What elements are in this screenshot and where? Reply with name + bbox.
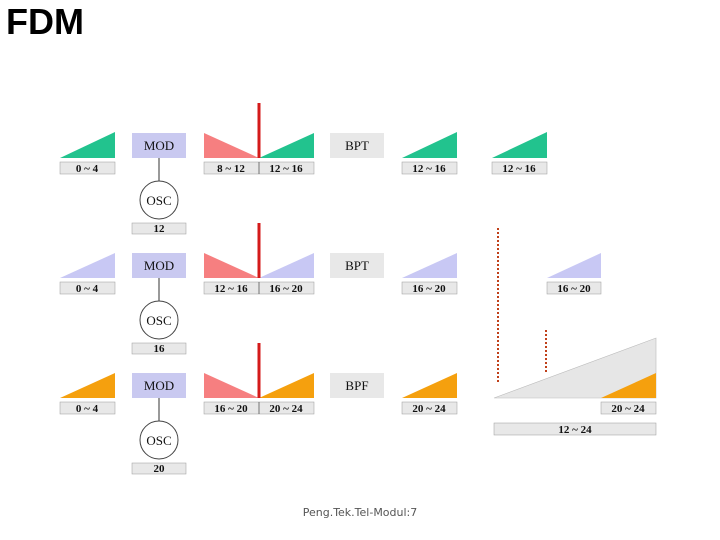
composite-ch3-label-box (600, 401, 657, 415)
mod-label-3: MOD (144, 378, 174, 393)
input-spectrum-2 (60, 253, 115, 278)
input-label-1: 0 ~ 4 (76, 163, 99, 175)
osc-block-3 (139, 420, 179, 460)
filter-block-1 (330, 133, 384, 158)
input-label-box-1 (59, 161, 116, 175)
output-spectrum-2 (402, 253, 457, 278)
mod-block-1 (132, 133, 186, 158)
far-label-box-1 (491, 161, 548, 175)
output-label-box-3 (401, 401, 458, 415)
mod-label-1: MOD (144, 138, 174, 153)
filter-label-2: BPT (345, 258, 369, 273)
output-label-3: 20 ~ 24 (412, 403, 446, 415)
filter-label-3: BPF (345, 378, 368, 393)
page-title: FDM (6, 1, 84, 42)
mixed-lower-label-1: 8 ~ 12 (217, 163, 245, 175)
upper-sideband-1 (259, 133, 314, 158)
output-spectrum-1 (402, 132, 457, 158)
osc-block-2 (139, 300, 179, 340)
output-label-2: 16 ~ 20 (412, 283, 446, 295)
osc-freq-box-3 (131, 462, 187, 475)
channel-3: 0 ~ 4 MOD OSC 20 16 ~ 20 20 ~ 24 BPF 20 … (59, 343, 458, 475)
filter-block-3 (330, 373, 384, 398)
mixed-upper-label-1: 12 ~ 16 (269, 163, 303, 175)
composite-band (493, 337, 657, 399)
mixed-lower-label-2: 12 ~ 16 (214, 283, 248, 295)
far-label-1: 12 ~ 16 (502, 163, 536, 175)
lower-sideband-1 (204, 133, 259, 158)
mod-block-3 (132, 373, 186, 398)
composite-label: 12 ~ 24 (558, 424, 592, 436)
osc-freq-box-2 (131, 342, 187, 355)
input-spectrum-3 (60, 373, 115, 398)
osc-label-1: OSC (146, 193, 171, 208)
mixed-lower-label-3: 16 ~ 20 (214, 403, 248, 415)
composite-spectrum: 20 ~ 24 12 ~ 24 (493, 228, 657, 436)
output-label-box-2 (401, 281, 458, 295)
input-spectrum-1 (60, 132, 115, 158)
far-label-box-2 (546, 281, 602, 295)
far-spectrum-2 (547, 253, 601, 278)
output-label-box-1 (401, 161, 458, 175)
composite-channel-3 (601, 373, 656, 398)
filter-block-2 (330, 253, 384, 278)
osc-label-3: OSC (146, 433, 171, 448)
osc-freq-3: 20 (154, 463, 166, 475)
channel-2: 0 ~ 4 MOD OSC 16 12 ~ 16 16 ~ 20 BPT 16 … (59, 223, 602, 355)
footer-text: Peng.Tek.Tel-Modul:7 (302, 506, 418, 519)
upper-sideband-3 (259, 373, 314, 398)
channel-1: 0 ~ 4 MOD OSC 12 8 ~ 12 12 ~ 16 BPT 12 ~… (59, 103, 548, 235)
mod-label-2: MOD (144, 258, 174, 273)
osc-label-2: OSC (146, 313, 171, 328)
input-label-2: 0 ~ 4 (76, 283, 99, 295)
input-label-box-2 (59, 281, 116, 295)
input-label-box-3 (59, 401, 116, 415)
input-label-3: 0 ~ 4 (76, 403, 99, 415)
far-spectrum-1 (492, 132, 547, 158)
composite-label-box (493, 422, 657, 436)
lower-sideband-3 (204, 373, 259, 398)
far-label-2: 16 ~ 20 (557, 283, 591, 295)
output-label-1: 12 ~ 16 (412, 163, 446, 175)
mod-block-2 (132, 253, 186, 278)
filter-label-1: BPT (345, 138, 369, 153)
osc-freq-2: 16 (154, 343, 166, 355)
upper-sideband-2 (259, 253, 314, 278)
output-spectrum-3 (402, 373, 457, 398)
lower-sideband-2 (204, 253, 259, 278)
mixed-upper-label-3: 20 ~ 24 (269, 403, 303, 415)
composite-ch3-label: 20 ~ 24 (611, 403, 645, 415)
mixed-upper-label-2: 16 ~ 20 (269, 283, 303, 295)
osc-block-1 (139, 180, 179, 220)
osc-freq-box-1 (131, 222, 187, 235)
osc-freq-1: 12 (154, 223, 166, 235)
